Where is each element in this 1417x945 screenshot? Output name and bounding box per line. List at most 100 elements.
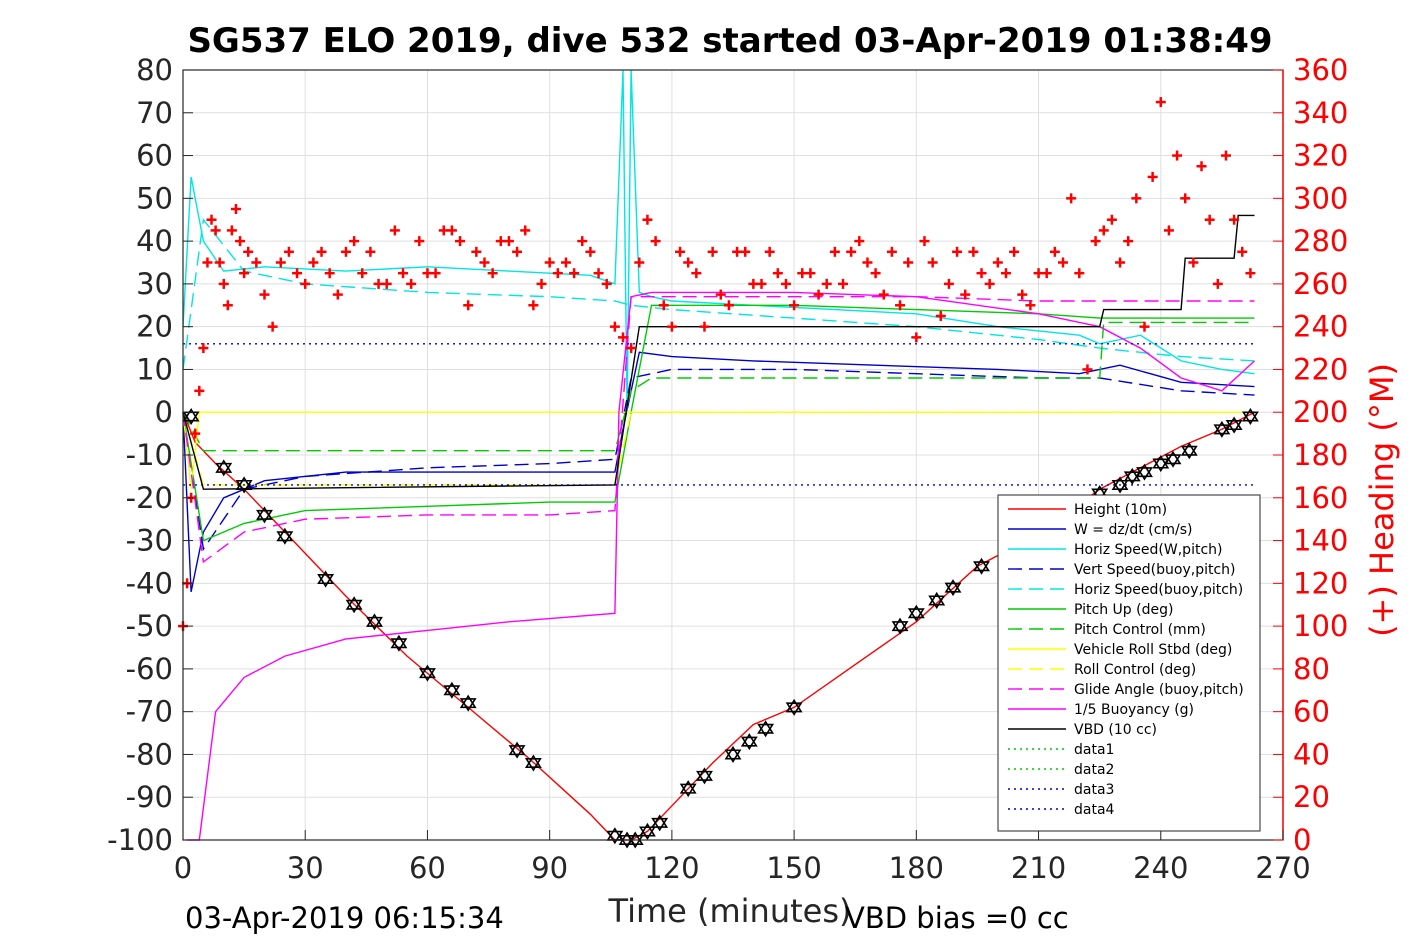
heading-point xyxy=(292,268,303,279)
heading-point xyxy=(805,268,816,279)
heading-point xyxy=(1147,171,1158,182)
triangle-down xyxy=(419,668,436,682)
heading-point xyxy=(471,246,482,257)
triangle-up xyxy=(508,741,526,756)
heading-point xyxy=(1049,246,1060,257)
triangle-up xyxy=(1225,416,1243,431)
legend-entry: Glide Angle (buoy,pitch) xyxy=(1074,682,1244,698)
heading-point xyxy=(1163,225,1174,236)
heading-point xyxy=(1237,246,1248,257)
y-right-tick-label: 140 xyxy=(1293,524,1348,558)
depth-marker xyxy=(891,617,909,635)
triangle-up xyxy=(235,476,253,490)
heading-point xyxy=(275,257,286,268)
legend-entry: data3 xyxy=(1074,782,1114,798)
heading-point xyxy=(1058,257,1068,268)
legend-entry: data4 xyxy=(1074,802,1115,818)
depth-marker xyxy=(459,694,477,712)
heading-point xyxy=(544,257,555,268)
triangle-up xyxy=(524,754,542,769)
heading-point xyxy=(984,278,995,289)
heading-point xyxy=(479,257,490,268)
heading-point xyxy=(316,246,327,257)
heading-point xyxy=(332,289,343,300)
heading-point xyxy=(398,268,408,279)
heading-point xyxy=(666,321,677,332)
heading-point xyxy=(789,300,800,311)
heading-point xyxy=(1017,289,1028,300)
footer-timestamp: 03-Apr-2019 06:15:34 xyxy=(185,901,504,935)
heading-point xyxy=(968,246,979,257)
x-tick-label: 120 xyxy=(644,851,699,885)
triangle-up xyxy=(944,579,962,593)
triangle-down xyxy=(639,826,656,840)
y-left-tick-label: 60 xyxy=(136,139,173,173)
depth-marker xyxy=(235,476,253,494)
heading-point xyxy=(919,236,930,247)
heading-point xyxy=(1245,268,1256,279)
depth-marker xyxy=(1225,416,1243,434)
triangle-up xyxy=(696,767,713,781)
y-right-tick-label: 160 xyxy=(1293,481,1348,515)
depth-marker xyxy=(785,698,803,716)
triangle-down xyxy=(366,616,383,631)
heading-point xyxy=(1196,161,1207,172)
heading-point xyxy=(1172,150,1183,161)
depth-marker xyxy=(1152,455,1170,473)
heading-point xyxy=(1025,300,1036,311)
heading-point xyxy=(503,236,514,247)
triangle-down xyxy=(757,723,775,738)
y-left-tick-label: -70 xyxy=(126,695,173,729)
heading-point xyxy=(1009,246,1020,257)
triangle-down xyxy=(459,698,477,712)
heading-point xyxy=(222,300,233,311)
heading-point xyxy=(259,289,270,300)
heading-point xyxy=(218,278,229,289)
heading-point xyxy=(206,214,217,225)
triangle-up xyxy=(973,557,990,572)
triangle-up xyxy=(1164,450,1182,465)
heading-point xyxy=(1229,214,1240,225)
triangle-down xyxy=(1225,420,1243,434)
heading-point xyxy=(214,257,225,268)
triangle-down xyxy=(508,745,526,759)
triangle-down xyxy=(345,599,363,614)
x-axis-label: Time (minutes) xyxy=(608,892,852,930)
heading-point xyxy=(267,321,278,332)
footer-vbd-bias: VBD bias =0 cc xyxy=(845,901,1069,935)
y-left-tick-label: 0 xyxy=(155,395,173,429)
heading-point xyxy=(324,268,335,279)
depth-marker xyxy=(928,591,946,609)
triangle-up xyxy=(317,570,335,585)
x-tick-label: 0 xyxy=(174,851,192,885)
triangle-up xyxy=(459,694,477,709)
triangle-up xyxy=(679,780,697,794)
legend: Height (10m) W = dz/dt (cm/s) Horiz Speed(… xyxy=(997,494,1261,832)
y-left-tick-label: -90 xyxy=(126,780,173,814)
heading-point xyxy=(560,257,571,268)
heading-point xyxy=(585,246,596,257)
triangle-up xyxy=(419,664,436,679)
y-left-tick-label: 20 xyxy=(136,310,173,344)
heading-point xyxy=(935,310,946,321)
heading-point xyxy=(707,246,718,257)
y-left-tick-label: -30 xyxy=(126,524,173,558)
depth-marker xyxy=(443,681,461,699)
depth-marker xyxy=(1111,476,1129,494)
heading-point xyxy=(365,246,376,257)
depth-marker xyxy=(1241,407,1259,426)
triangle-down xyxy=(891,621,909,635)
y-left-tick-label: -20 xyxy=(126,481,173,515)
y-right-tick-label: 80 xyxy=(1293,652,1330,686)
heading-point xyxy=(414,236,425,247)
heading-point xyxy=(190,428,201,439)
y-left-tick-label: 30 xyxy=(136,267,173,301)
triangle-down xyxy=(1152,458,1170,473)
heading-point xyxy=(756,278,767,289)
heading-point xyxy=(927,257,938,268)
y-right-tick-label: 340 xyxy=(1293,96,1348,130)
heading-point xyxy=(251,257,262,268)
y-left-tick-label: 50 xyxy=(136,181,173,215)
heading-point xyxy=(202,257,213,268)
depth-marker xyxy=(1136,463,1153,481)
